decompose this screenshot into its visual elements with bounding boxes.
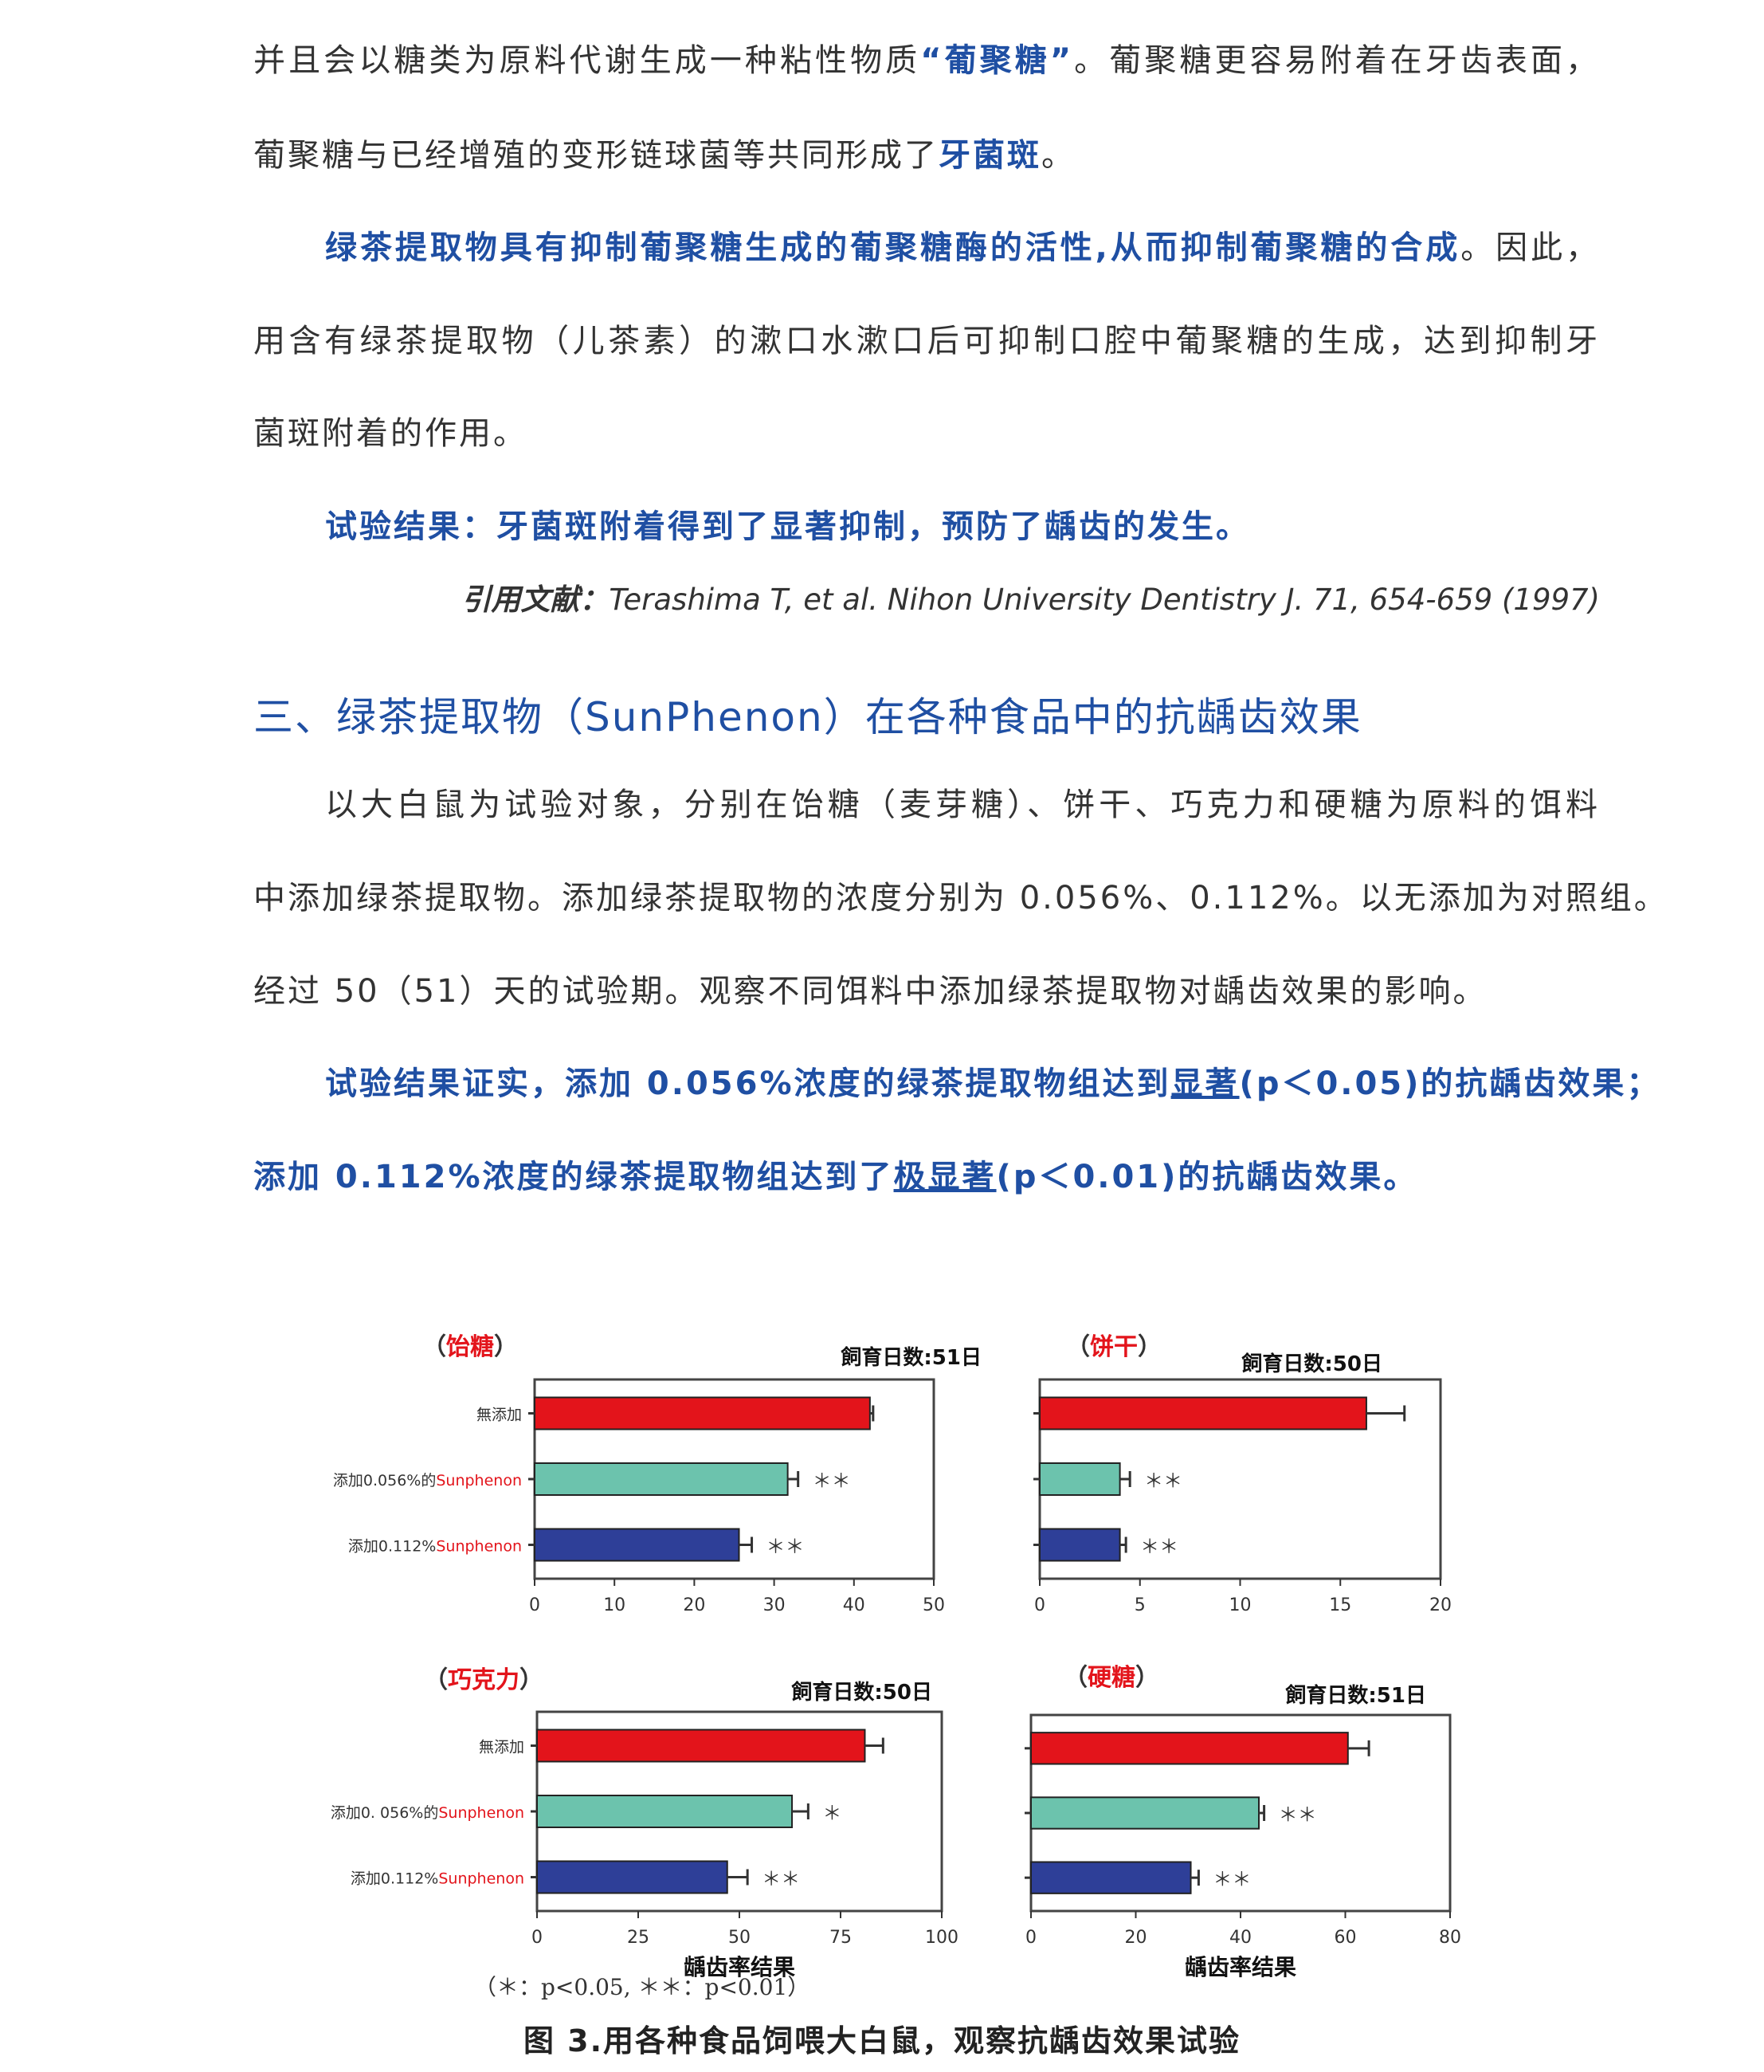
text-line: 菌斑附着的作用。 bbox=[253, 411, 1600, 456]
bar bbox=[536, 1860, 728, 1894]
bar bbox=[1039, 1462, 1121, 1496]
x-tick-label: 10 bbox=[603, 1595, 625, 1615]
x-tick-label: 75 bbox=[829, 1928, 852, 1948]
text-line: 中添加绿茶提取物。添加绿茶提取物的浓度分别为 0.056%、0.112%。以无添… bbox=[253, 876, 1666, 920]
chart-title: （饴糖） bbox=[422, 1333, 518, 1361]
chart-subtitle: 飼育日数:50日 bbox=[791, 1680, 932, 1705]
bar bbox=[1030, 1861, 1192, 1894]
highlighted-text: “葡聚糖” bbox=[920, 42, 1074, 79]
category-label: 添加0.112%Sunphenon bbox=[351, 1870, 524, 1888]
body-text: 经过 50（51）天的试验期。观察不同饵料中添加绿茶提取物对龋齿效果的影响。 bbox=[253, 973, 1488, 1010]
body-text: 并且会以糖类为原料代谢生成一种粘性物质 bbox=[253, 42, 921, 79]
category-label: 無添加 bbox=[476, 1407, 522, 1424]
chart-title: （饼干） bbox=[1066, 1333, 1162, 1361]
citation-text: Terashima T, et al. Nihon University Den… bbox=[609, 583, 1600, 617]
x-tick-label: 40 bbox=[1229, 1928, 1252, 1948]
significance-mark: ＊＊ bbox=[1144, 1470, 1182, 1492]
bar-chart-1: （饼干） 飼育日数:50日 ＊＊ ＊＊ 0 5 10 15 20 bbox=[1033, 1333, 1452, 1615]
text-line: 绿茶提取物具有抑制葡聚糖生成的葡聚糖酶的活性,从而抑制葡聚糖的合成。因此， bbox=[325, 226, 1600, 270]
significance-mark: ＊＊ bbox=[766, 1536, 805, 1558]
x-tick-label: 0 bbox=[529, 1595, 540, 1615]
x-tick-label: 10 bbox=[1229, 1595, 1252, 1615]
text-line: 试验结果：牙菌斑附着得到了显著抑制，预防了龋齿的发生。 bbox=[325, 504, 1600, 549]
x-tick-label: 15 bbox=[1329, 1595, 1351, 1615]
figure-caption: 图 3.用各种食品饲喂大白鼠，观察抗龋齿效果试验 bbox=[523, 2023, 1241, 2058]
x-tick-label: 100 bbox=[925, 1928, 958, 1948]
x-tick-label: 80 bbox=[1439, 1928, 1461, 1948]
category-label: 添加0. 056%的Sunphenon bbox=[331, 1804, 524, 1822]
x-tick-label: 60 bbox=[1335, 1928, 1357, 1948]
bar bbox=[1039, 1528, 1121, 1562]
x-tick-label: 40 bbox=[843, 1595, 865, 1615]
significance-mark: ＊＊ bbox=[1213, 1868, 1251, 1890]
body-text: 。葡聚糖更容易附着在牙齿表面， bbox=[1073, 42, 1601, 79]
highlighted-text: 显著 bbox=[1170, 1065, 1240, 1102]
x-tick-label: 5 bbox=[1135, 1595, 1146, 1615]
bar bbox=[1030, 1796, 1260, 1830]
x-tick-label: 20 bbox=[1429, 1595, 1452, 1615]
body-text: 以大白鼠为试验对象，分别在饴糖（麦芽糖）、饼干、巧克力和硬糖为原料的饵料 bbox=[325, 787, 1600, 823]
x-tick-label: 20 bbox=[683, 1595, 705, 1615]
body-text: 中添加绿茶提取物。添加绿茶提取物的浓度分别为 0.056%、0.112%。以无添… bbox=[253, 880, 1668, 916]
x-axis-label: 龋齿率结果 bbox=[684, 1954, 795, 1980]
bar bbox=[534, 1528, 740, 1562]
chart-subtitle: 飼育日数:51日 bbox=[841, 1345, 982, 1370]
body-text: 用含有绿茶提取物（儿茶素）的漱口水漱口后可抑制口腔中葡聚糖的生成，达到抑制牙 bbox=[253, 323, 1600, 359]
text-line: 试验结果证实，添加 0.056%浓度的绿茶提取物组达到显著(p＜0.05)的抗龋… bbox=[325, 1062, 1658, 1106]
x-tick-label: 25 bbox=[627, 1928, 649, 1948]
chart-subtitle: 飼育日数:51日 bbox=[1285, 1683, 1426, 1708]
significance-mark: ＊＊ bbox=[762, 1868, 800, 1890]
bar bbox=[534, 1462, 789, 1496]
bar bbox=[536, 1729, 866, 1763]
body-text: 。 bbox=[1041, 137, 1076, 174]
bar bbox=[1030, 1732, 1349, 1765]
significance-mark: ＊＊ bbox=[1140, 1536, 1178, 1558]
text-line: 添加 0.112%浓度的绿茶提取物组达到了极显著(p＜0.01)的抗龋齿效果。 bbox=[253, 1155, 1600, 1199]
text-line: 并且会以糖类为原料代谢生成一种粘性物质“葡聚糖”。葡聚糖更容易附着在牙齿表面， bbox=[253, 38, 1600, 83]
chart-title: （巧克力） bbox=[424, 1666, 543, 1694]
x-tick-label: 0 bbox=[1025, 1928, 1037, 1948]
citation-label: 引用文献： bbox=[461, 583, 610, 617]
x-tick-label: 20 bbox=[1125, 1928, 1147, 1948]
highlighted-text: 牙菌斑 bbox=[939, 137, 1041, 174]
bar bbox=[536, 1795, 794, 1828]
x-tick-label: 50 bbox=[923, 1595, 945, 1615]
x-tick-label: 30 bbox=[763, 1595, 786, 1615]
highlighted-text: 试验结果：牙菌斑附着得到了显著抑制，预防了龋齿的发生。 bbox=[325, 508, 1250, 545]
bar-chart-3: （硬糖） 飼育日数:51日 ＊＊ ＊＊ 0 20 40 60 80 龋齿率结果 bbox=[1025, 1664, 1461, 1980]
highlighted-text: 绿茶提取物具有抑制葡聚糖生成的葡聚糖酶的活性,从而抑制葡聚糖的合成 bbox=[325, 230, 1461, 266]
body-text: 菌斑附着的作用。 bbox=[253, 415, 527, 452]
significance-footnote: （＊：p<0.05, ＊＊：p<0.01） bbox=[474, 1974, 810, 2000]
significance-mark: ＊＊ bbox=[1279, 1803, 1317, 1826]
x-tick-label: 0 bbox=[1034, 1595, 1045, 1615]
category-label: 添加0.056%的Sunphenon bbox=[333, 1472, 522, 1489]
highlighted-text: (p＜0.01)的抗龋齿效果。 bbox=[996, 1159, 1418, 1195]
text-line: 经过 50（51）天的试验期。观察不同饵料中添加绿茶提取物对龋齿效果的影响。 bbox=[253, 969, 1600, 1014]
highlighted-text: 极显著 bbox=[893, 1159, 997, 1195]
text-line: 用含有绿茶提取物（儿茶素）的漱口水漱口后可抑制口腔中葡聚糖的生成，达到抑制牙 bbox=[253, 319, 1600, 363]
body-text: 葡聚糖与已经增殖的变形链球菌等共同形成了 bbox=[253, 137, 939, 174]
bar bbox=[1039, 1396, 1367, 1430]
body-text: 。因此， bbox=[1460, 230, 1601, 266]
text-line: 以大白鼠为试验对象，分别在饴糖（麦芽糖）、饼干、巧克力和硬糖为原料的饵料 bbox=[325, 783, 1600, 827]
chart-title: （硬糖） bbox=[1064, 1664, 1159, 1692]
section-heading: 三、绿茶提取物（SunPhenon）在各种食品中的抗龋齿效果 bbox=[253, 694, 1362, 740]
x-axis-label: 龋齿率结果 bbox=[1185, 1954, 1296, 1980]
highlighted-text: 试验结果证实，添加 0.056%浓度的绿茶提取物组达到 bbox=[325, 1065, 1171, 1102]
bar bbox=[534, 1396, 871, 1430]
highlighted-text: 添加 0.112%浓度的绿茶提取物组达到了 bbox=[253, 1159, 894, 1195]
highlighted-text: (p＜0.05)的抗龋齿效果； bbox=[1239, 1065, 1661, 1102]
category-label: 無添加 bbox=[479, 1739, 524, 1756]
significance-mark: ＊ bbox=[822, 1802, 841, 1824]
x-tick-label: 0 bbox=[531, 1928, 543, 1948]
text-line: 葡聚糖与已经增殖的变形链球菌等共同形成了牙菌斑。 bbox=[253, 133, 1600, 178]
category-label: 添加0.112%Sunphenon bbox=[348, 1538, 522, 1556]
citation: 引用文献：Terashima T, et al. Nihon Universit… bbox=[461, 575, 1600, 618]
x-tick-label: 50 bbox=[728, 1928, 751, 1948]
significance-mark: ＊＊ bbox=[813, 1470, 851, 1492]
chart-subtitle: 飼育日数:50日 bbox=[1241, 1352, 1382, 1376]
